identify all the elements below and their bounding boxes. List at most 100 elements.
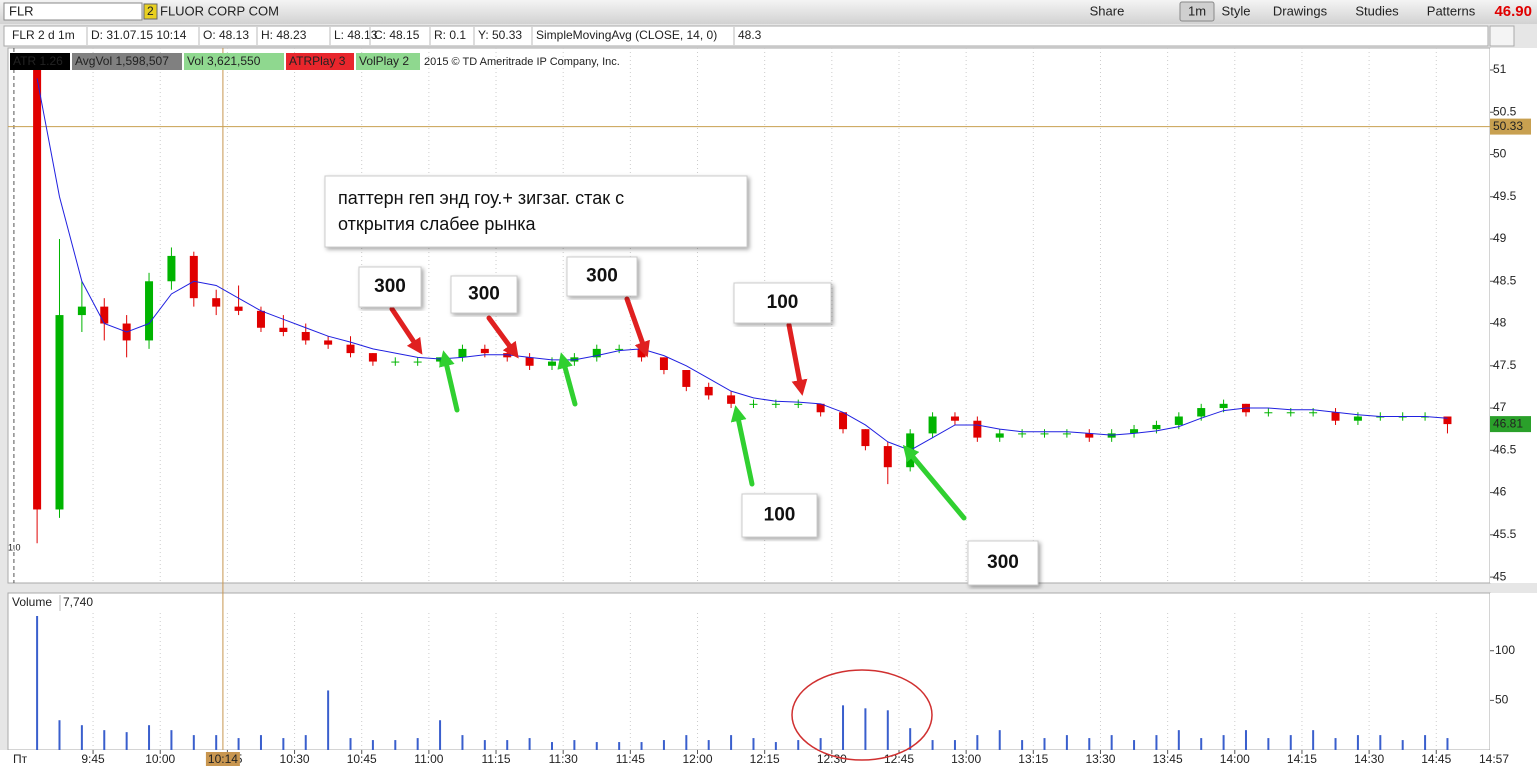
candle-body (189, 255, 198, 299)
volume-bar (685, 735, 688, 750)
candle-body (1286, 412, 1295, 414)
volume-bar (170, 730, 173, 750)
volume-bar (976, 735, 979, 750)
study-label-bg (286, 53, 354, 70)
day-label: Пт (13, 752, 28, 766)
volume-bar (394, 740, 397, 750)
x-tick-label: 9:45 (81, 752, 105, 766)
green-arrow (557, 352, 578, 407)
chart-style-button[interactable] (1489, 25, 1515, 47)
info-item: SimpleMovingAvg (CLOSE, 14, 0) (536, 28, 717, 42)
volume-bar (707, 740, 710, 750)
study-label: Vol 3,621,550 (187, 54, 261, 68)
info-item: R: 0.1 (434, 28, 466, 42)
toolbar-button-label[interactable]: Drawings (1273, 3, 1328, 18)
candle-body (928, 416, 937, 434)
candle-body (1264, 412, 1273, 414)
volume-bar (1200, 738, 1203, 750)
volume-bar (618, 742, 621, 750)
x-tick-label: 10:45 (347, 752, 377, 766)
study-label-bg (356, 53, 420, 70)
volume-bar (1110, 735, 1113, 750)
green-arrow (730, 405, 755, 487)
study-label: VolPlay 2 (359, 54, 409, 68)
x-tick-label: 12:15 (750, 752, 780, 766)
x-tick-label: 14:15 (1287, 752, 1317, 766)
candle-body (212, 298, 221, 307)
candle-body (749, 403, 758, 405)
y-tick-label: 50 (1493, 147, 1507, 161)
last-price: 46.90 (1494, 3, 1532, 20)
volume-axis (1490, 593, 1537, 750)
toolbar-button-label[interactable]: Style (1222, 3, 1251, 18)
volume-bar (483, 740, 486, 750)
toolbar-button-label[interactable]: 1m (1188, 3, 1206, 18)
x-tick-label: 13:45 (1153, 752, 1183, 766)
x-tick-label: 11:15 (481, 752, 510, 766)
candle-body (324, 340, 333, 345)
symbol-input[interactable] (3, 2, 143, 21)
volume-bar (819, 738, 822, 750)
y-tick-label: 46 (1493, 485, 1507, 499)
toolbar-button[interactable] (1179, 1, 1215, 22)
note-line: открытия слабее рынка (338, 214, 537, 234)
candle-body (301, 331, 310, 341)
y-tick-label: 46.5 (1493, 442, 1517, 456)
volume-bar (1043, 738, 1046, 750)
toolbar-button-label[interactable]: Share (1090, 3, 1125, 18)
volume-bar (774, 742, 777, 750)
candle-body (55, 315, 64, 510)
volume-bar (1244, 730, 1247, 750)
volume-bar (550, 742, 553, 750)
volume-bar (953, 740, 956, 750)
volume-bar (1222, 735, 1225, 750)
volume-bar (662, 740, 665, 750)
candle-body (480, 348, 489, 354)
symbol[interactable]: FLR (9, 3, 34, 18)
sma-line (36, 78, 1448, 451)
study-label-bg (72, 53, 182, 70)
y-tick-label: 49 (1493, 231, 1507, 245)
volume-bar (528, 738, 531, 750)
candle-body (1219, 403, 1228, 409)
annotation-label: 100 (764, 505, 796, 526)
annotation-box (566, 256, 638, 297)
x-tick-label: 10:00 (145, 752, 175, 766)
toolbar-button-label[interactable]: Patterns (1427, 3, 1476, 18)
candle-body (995, 433, 1004, 438)
y-tick-label: 45 (1493, 569, 1507, 583)
arrows (389, 296, 967, 521)
last-price-label: 46.81 (1493, 416, 1523, 430)
study-label: ATR 1.26 (13, 54, 63, 68)
y-tick-label: 51 (1493, 62, 1507, 76)
candle-body (1130, 429, 1139, 434)
candle-body (973, 420, 982, 438)
info-item: C: 48.15 (374, 28, 420, 42)
cursor-time-box (205, 752, 240, 766)
volume-bar (1334, 738, 1337, 750)
candle-body (1152, 424, 1161, 430)
candle-body (771, 403, 780, 405)
volume-bar (640, 742, 643, 750)
candle-body (1443, 416, 1452, 425)
link-badge[interactable] (143, 3, 158, 20)
candle-body (659, 357, 668, 371)
volume-bar (1088, 738, 1091, 750)
y-tick-label: 47 (1493, 400, 1507, 414)
volume-bar (1289, 735, 1292, 750)
last-price-marker (1490, 416, 1531, 433)
volume-bar (192, 735, 195, 750)
candle-body (1018, 433, 1027, 435)
volume-bar (595, 742, 598, 750)
candle-body (839, 412, 848, 430)
candle-body (234, 306, 243, 311)
x-tick-label: 13:15 (1018, 752, 1048, 766)
info-bar (3, 25, 1489, 47)
highlight-ellipse (791, 669, 933, 761)
annotation-label: 300 (987, 552, 1019, 573)
candle-body (145, 281, 154, 341)
volume-bar (1379, 735, 1382, 750)
candle-body (547, 361, 556, 366)
toolbar-button-label[interactable]: Studies (1355, 3, 1399, 18)
volume-bar (349, 738, 352, 750)
